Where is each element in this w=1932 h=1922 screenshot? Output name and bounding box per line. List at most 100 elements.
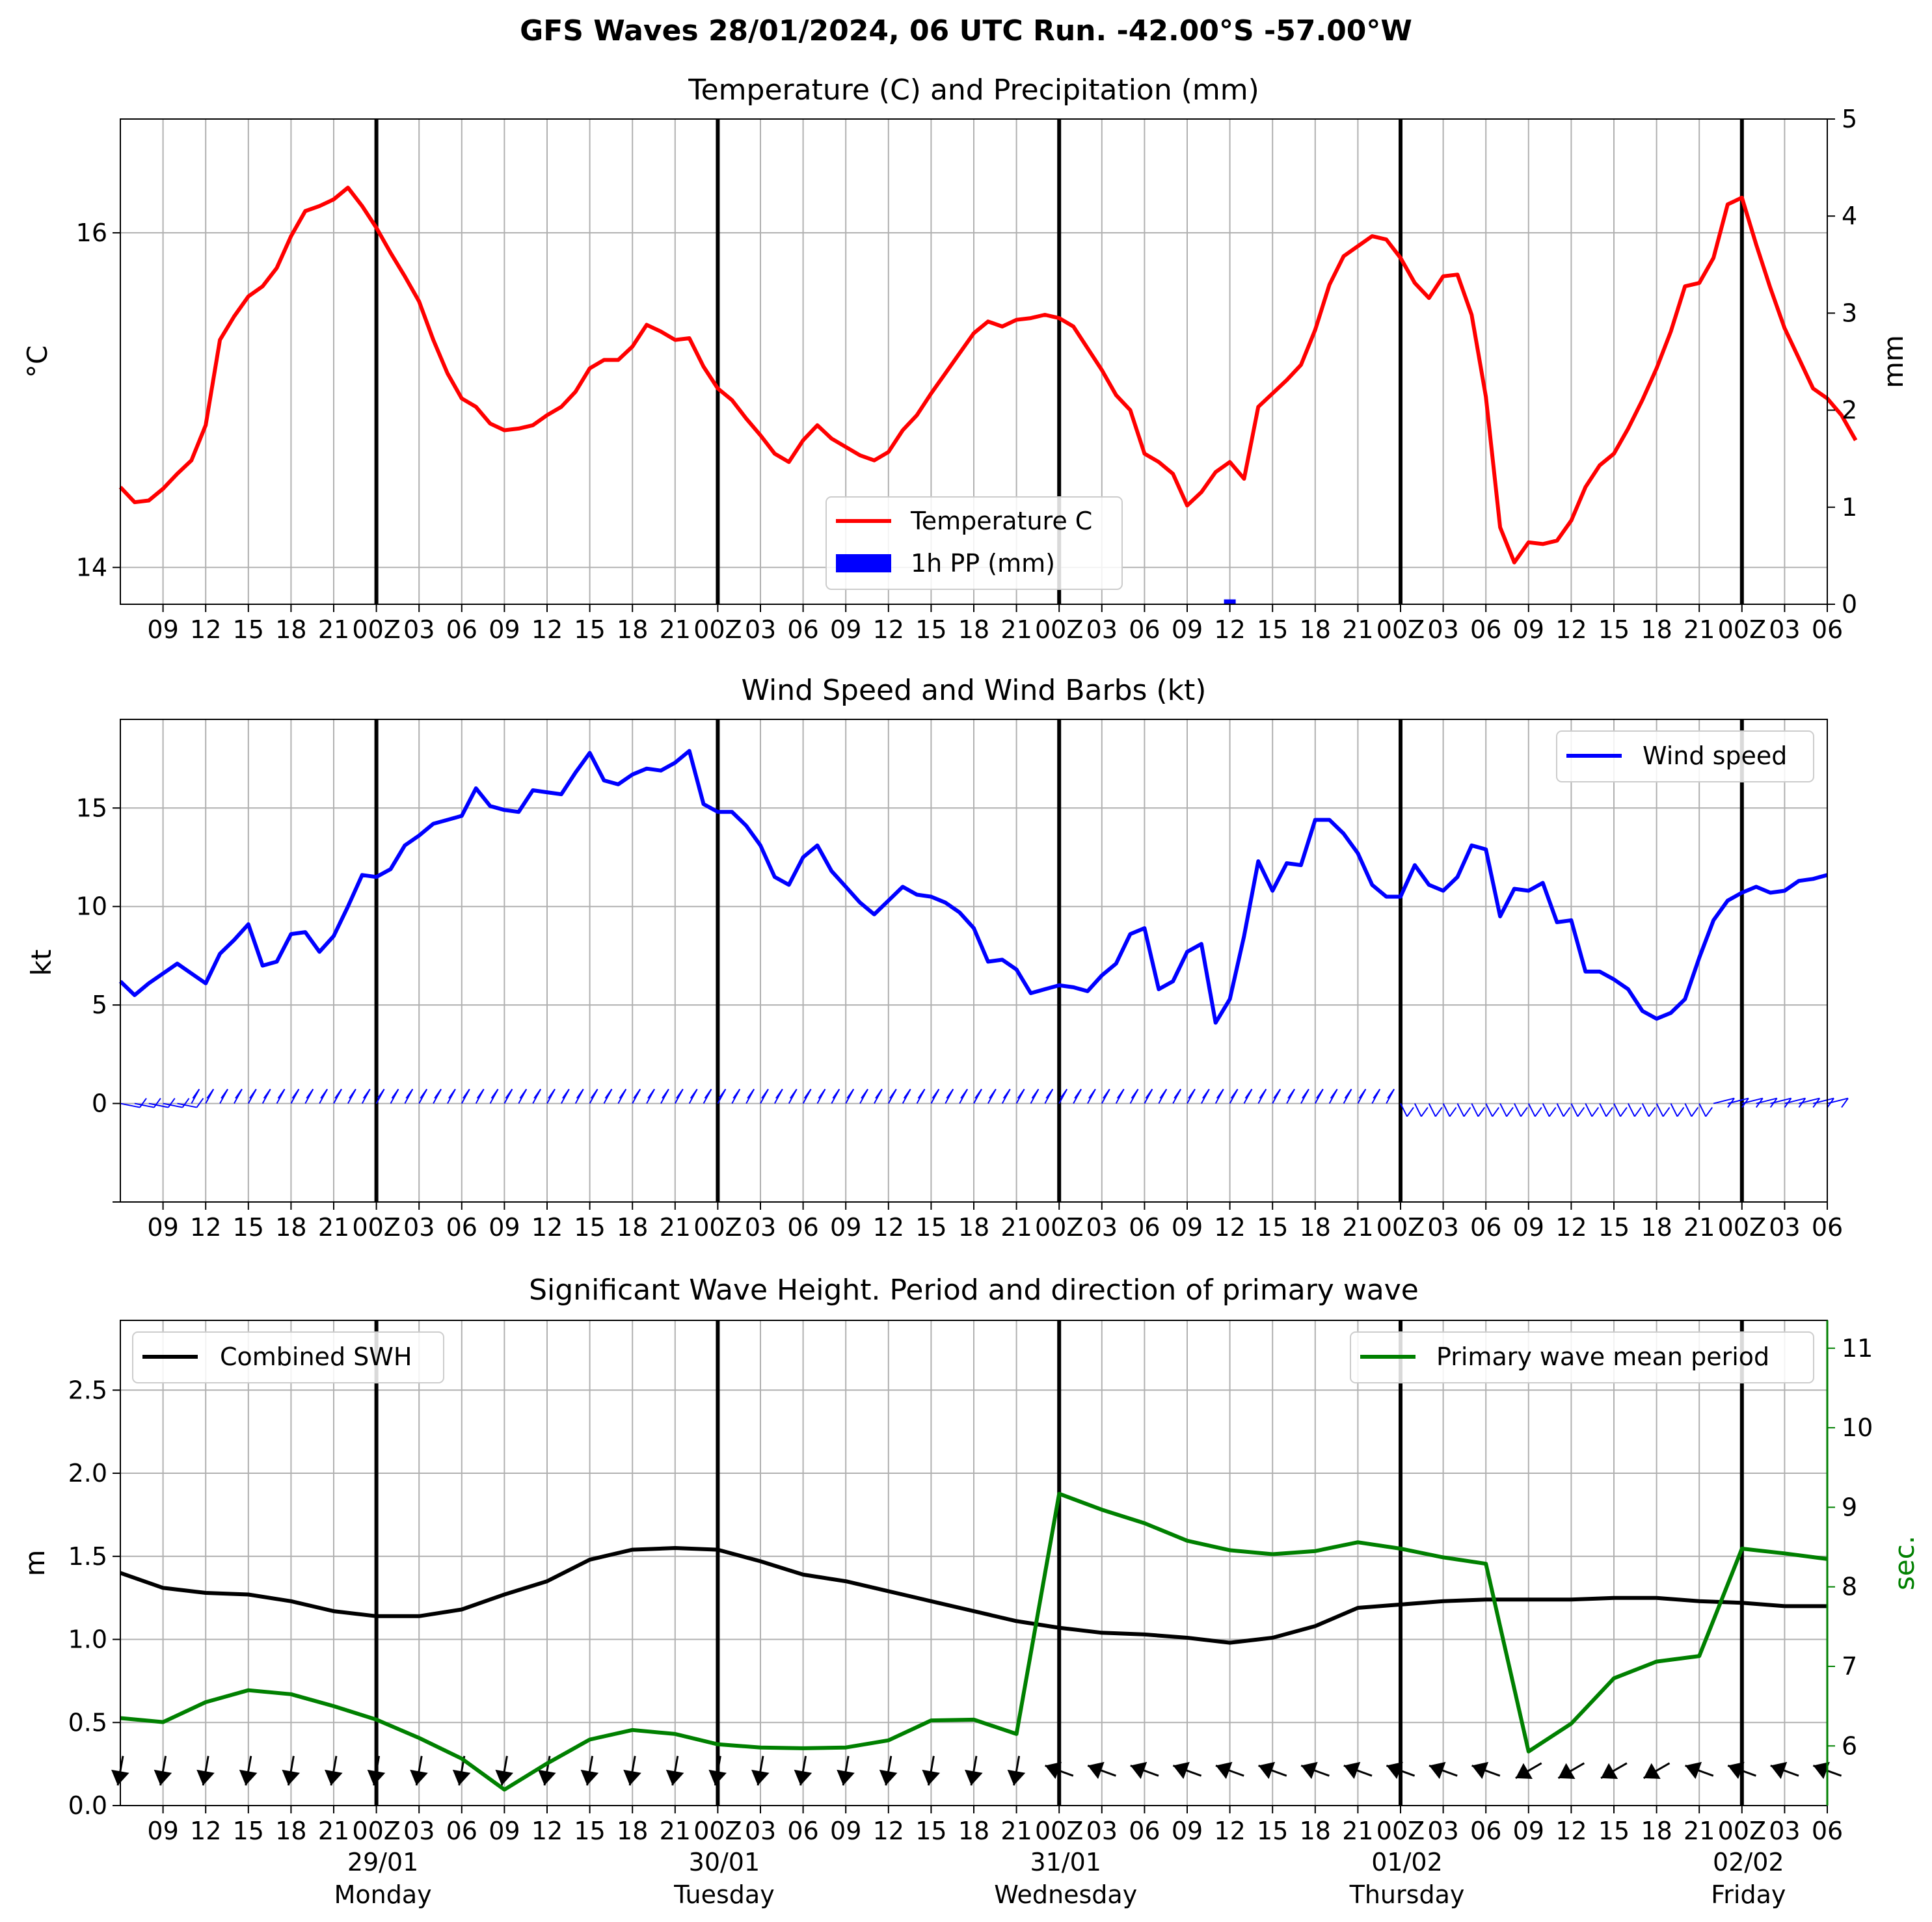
wind-barb — [120, 1102, 141, 1108]
x-tick-label: 12 — [873, 615, 904, 644]
wind-barb — [1656, 1103, 1664, 1117]
x-tick-label: 09 — [1172, 1213, 1203, 1242]
wind-barb-flag — [747, 1088, 755, 1099]
wind-barb-flag — [1506, 1106, 1514, 1117]
wind-barb-flag — [1031, 1088, 1040, 1099]
wind-barb-flag — [576, 1088, 584, 1099]
x-tick-label: 09 — [147, 615, 178, 644]
x-tick-label: 15 — [1257, 1213, 1288, 1242]
x-tick-label: 06 — [1470, 1817, 1501, 1845]
wind-barbs — [120, 1088, 1849, 1117]
wave-arrow-head — [708, 1769, 727, 1785]
wave-arrow-head — [452, 1769, 471, 1785]
wind-barb — [1670, 1103, 1678, 1117]
x-tick-label: 21 — [660, 615, 691, 644]
y2-tick-label: 8 — [1842, 1573, 1857, 1601]
y2-tick-label: 4 — [1842, 202, 1857, 230]
wind-barb-flag — [974, 1088, 982, 1099]
y-tick-label: 2.0 — [68, 1459, 107, 1488]
x-tick-label: 09 — [1172, 1817, 1203, 1845]
x-tick-label: 18 — [275, 1817, 306, 1845]
period-y-label: sec. — [1888, 1536, 1920, 1590]
day-date-label: 31/01 — [1030, 1848, 1101, 1876]
x-tick-label: 06 — [446, 1817, 477, 1845]
temperature-legend: Temperature C 1h PP (mm) — [825, 496, 1123, 590]
wind-legend: Wind speed — [1556, 730, 1814, 782]
wind-barb-flag — [181, 1097, 190, 1108]
wind-barb-flag — [1406, 1106, 1414, 1117]
wind-barb-flag — [960, 1088, 968, 1099]
wind-barb-flag — [1662, 1106, 1670, 1117]
x-tick-label: 18 — [275, 1213, 306, 1242]
x-tick-label: 12 — [531, 1213, 563, 1242]
x-tick-label: 18 — [1641, 1817, 1672, 1845]
wind-barb — [1613, 1103, 1621, 1117]
x-tick-label: 00Z — [693, 1213, 742, 1242]
wind-barb-flag — [1315, 1088, 1324, 1099]
x-tick-label: 06 — [787, 615, 818, 644]
precip-legend-swatch — [836, 554, 891, 572]
y2-tick-label: 9 — [1842, 1493, 1857, 1521]
wind-barb-flag — [1449, 1106, 1457, 1117]
x-tick-label: 12 — [190, 1817, 221, 1845]
x-tick-label: 15 — [915, 615, 946, 644]
wind-barb-flag — [1421, 1106, 1429, 1117]
temperature-panel-title: Temperature (C) and Precipitation (mm) — [688, 73, 1259, 107]
x-tick-label: 09 — [1513, 1817, 1544, 1845]
wind-barb — [1499, 1103, 1507, 1117]
wave-arrow-head — [1813, 1761, 1830, 1780]
x-tick-label: 21 — [1342, 1213, 1373, 1242]
wind-barb-flag — [405, 1088, 414, 1099]
wave-arrow-head — [665, 1769, 684, 1785]
wind-barb-flag — [1344, 1088, 1352, 1099]
x-tick-label: 18 — [617, 1213, 648, 1242]
x-tick-label: 21 — [660, 1213, 691, 1242]
x-tick-label: 15 — [915, 1213, 946, 1242]
y-tick-label: 0 — [92, 1089, 107, 1118]
day-date-label: 30/01 — [689, 1848, 760, 1876]
x-tick-label: 18 — [958, 1817, 989, 1845]
wind-barb — [1400, 1103, 1408, 1117]
wind-barb-flag — [861, 1088, 868, 1099]
x-tick-label: 03 — [1427, 1213, 1458, 1242]
wind-barb-flag — [647, 1088, 655, 1099]
x-tick-label: 21 — [1342, 1817, 1373, 1845]
day-date-label: 02/02 — [1713, 1848, 1784, 1876]
wind-marks — [118, 749, 1828, 1025]
wind-barb-flag — [1520, 1106, 1528, 1117]
y2-tick-label: 2 — [1842, 396, 1857, 425]
x-tick-label: 06 — [1129, 1213, 1160, 1242]
wind-barb-flag — [1174, 1088, 1181, 1099]
wind-barb-flag — [917, 1088, 926, 1099]
wind-barb-flag — [662, 1088, 669, 1099]
wind-barb-flag — [889, 1088, 897, 1099]
wind-barb-flag — [1387, 1088, 1395, 1099]
wind-barb-flag — [192, 1088, 200, 1099]
precip-y-label: mm — [1877, 335, 1909, 388]
temperature-line — [118, 185, 1858, 565]
x-tick-label: 00Z — [352, 615, 400, 644]
x-tick-label: 06 — [787, 1817, 818, 1845]
wind-barb — [1485, 1103, 1494, 1117]
x-tick-label: 12 — [531, 1817, 563, 1845]
temperature-precip-panel: Temperature (C) and Precipitation (mm) 1… — [21, 73, 1909, 644]
wind-barb-flag — [1434, 1106, 1443, 1117]
x-tick-label: 00Z — [1376, 615, 1425, 644]
figure-title: GFS Waves 28/01/2024, 06 UTC Run. -42.00… — [520, 14, 1412, 47]
wind-barb — [163, 1102, 183, 1108]
x-tick-label: 06 — [1470, 615, 1501, 644]
wind-barb-flag — [775, 1088, 783, 1099]
x-tick-label: 03 — [403, 1817, 435, 1845]
wind-barb-flag — [946, 1088, 954, 1099]
y2-tick-label: 5 — [1842, 105, 1857, 133]
x-tick-label: 03 — [1086, 1213, 1118, 1242]
x-tick-label: 09 — [1513, 615, 1544, 644]
wave-y-label: m — [19, 1550, 51, 1577]
swh-legend: Combined SWH — [132, 1331, 444, 1383]
y-tick-label: 0.0 — [68, 1791, 107, 1820]
wind-barb-flag — [604, 1088, 613, 1099]
wind-barb-flag — [1648, 1106, 1656, 1117]
wave-arrow-head — [410, 1769, 428, 1785]
wave-arrow-head — [623, 1769, 641, 1785]
wind-barb-flag — [1534, 1106, 1542, 1117]
